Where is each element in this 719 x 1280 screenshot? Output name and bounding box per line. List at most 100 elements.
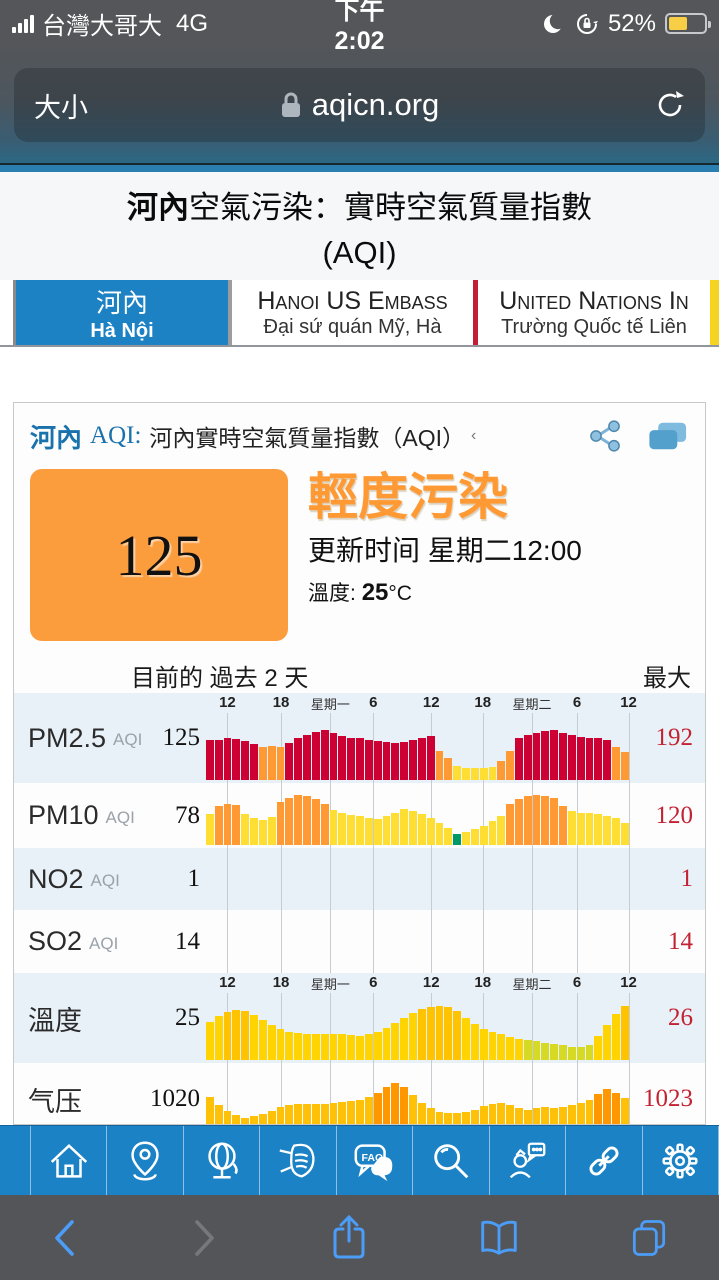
bar [506, 1105, 514, 1124]
tab-hanoi[interactable]: 河內 Hà Nội [16, 280, 228, 345]
gridline [281, 848, 283, 910]
faq-icon: FAQ [355, 1143, 393, 1181]
bar [453, 1112, 462, 1124]
gridline [532, 1063, 534, 1124]
bar [532, 732, 541, 780]
table-row-no2[interactable]: NO2 AQI 1 1 [14, 848, 705, 910]
bar [444, 828, 453, 845]
battery-icon [665, 13, 711, 34]
bar [250, 744, 258, 780]
bar [409, 1095, 417, 1124]
bar [206, 1097, 214, 1124]
current-value: 25 [175, 1004, 200, 1031]
row-chart: 12 18 星期一 6 12 18 星期二 6 12 [206, 973, 637, 1063]
gridline [330, 1063, 332, 1124]
search-icon [434, 1143, 469, 1178]
tab-edge-sliver [0, 280, 16, 345]
bar [585, 813, 594, 845]
address-bar[interactable]: 大小 aqicn.org [14, 68, 705, 142]
anchor-mark: ‹ [471, 427, 477, 444]
battery-percent-label: 52% [607, 9, 656, 37]
bar [435, 751, 444, 780]
table-row-溫度[interactable]: 溫度 25 12 18 星期一 6 12 18 星期二 6 12 26 [14, 973, 705, 1063]
gridline [330, 993, 332, 1063]
bar [320, 1034, 329, 1060]
table-row-pm10[interactable]: PM10 AQI 78 120 [14, 783, 705, 848]
bar [567, 811, 576, 845]
tab-united-nations[interactable]: United Nations In Trường Quốc tế Liên [473, 280, 710, 345]
row-chart [206, 848, 635, 910]
search-button[interactable] [412, 1126, 488, 1195]
status-bar: 台灣大哥大 4G 下午2:02 52% [0, 0, 719, 55]
table-row-气压[interactable]: 气压 1020 1023 [14, 1063, 705, 1124]
bar [232, 1010, 241, 1060]
current-value: 78 [175, 801, 200, 829]
tick-label: 星期二 [512, 977, 552, 992]
bar [479, 1106, 488, 1124]
bar [223, 1012, 232, 1060]
forward-button[interactable] [187, 1216, 221, 1260]
table-row-so2[interactable]: SO2 AQI 14 14 [14, 910, 705, 973]
gridline [373, 783, 375, 848]
gridline [330, 848, 332, 910]
bar [400, 742, 409, 780]
gridline [482, 1063, 484, 1124]
bookmarks-button[interactable] [476, 1215, 522, 1261]
row-label: PM2.5 AQI 125 [14, 693, 206, 783]
bar [206, 740, 214, 780]
world-map-button[interactable] [182, 1126, 259, 1195]
settings-button[interactable] [641, 1126, 719, 1195]
text-size-button[interactable]: 大小 [34, 92, 88, 123]
aqi-value: 125 [115, 522, 203, 588]
links-button[interactable] [565, 1126, 641, 1195]
bar [594, 738, 603, 780]
gridline [577, 1063, 579, 1124]
bar [497, 760, 506, 780]
card-city-link[interactable]: 河內 [30, 422, 83, 453]
share-icon[interactable] [587, 417, 623, 455]
bar [285, 1105, 294, 1124]
contact-button[interactable] [488, 1126, 565, 1195]
clock: 下午2:02 [334, 0, 385, 55]
back-button[interactable] [48, 1216, 82, 1260]
bar [541, 1107, 550, 1124]
aqi-tag: AQI [90, 871, 120, 890]
tab-us-embassy[interactable]: Hanoi US Embass Đại sứ quán Mỹ, Hà [228, 280, 473, 345]
faq-button[interactable]: FAQ [335, 1126, 412, 1195]
bar [576, 1102, 585, 1124]
tabs-button[interactable] [627, 1215, 671, 1261]
bar [241, 1011, 250, 1060]
bar [329, 1102, 338, 1124]
gridline [227, 910, 229, 973]
bar [523, 734, 532, 780]
tick-label: 6 [572, 974, 582, 991]
tick-label: 18 [272, 694, 290, 711]
pollutant-name: NO2 [28, 863, 84, 894]
bar [514, 737, 523, 780]
nearest-station-button[interactable] [106, 1126, 182, 1195]
gridline [532, 783, 534, 848]
bar [267, 1024, 276, 1060]
bar [417, 814, 426, 845]
tick-label: 6 [572, 694, 582, 711]
bar [232, 1115, 241, 1124]
bar [514, 1038, 523, 1060]
gridline [628, 848, 630, 910]
mask-button[interactable] [259, 1126, 335, 1195]
share-button[interactable] [327, 1213, 371, 1263]
bar [364, 1097, 373, 1124]
bar [488, 821, 497, 845]
reload-button[interactable] [655, 88, 685, 122]
bar [294, 1033, 303, 1060]
bar [276, 1029, 285, 1060]
bar [435, 1005, 444, 1060]
bar [444, 758, 453, 780]
bar [338, 735, 347, 780]
bar [373, 1092, 382, 1124]
home-button[interactable] [30, 1126, 106, 1195]
current-value: 1020 [150, 1085, 200, 1112]
compare-layers-icon[interactable] [645, 417, 689, 455]
spacer [0, 347, 719, 402]
table-row-pm2.5[interactable]: PM2.5 AQI 125 12 18 星期一 6 12 18 星期二 6 12 192 [14, 693, 705, 783]
gridline [482, 848, 484, 910]
